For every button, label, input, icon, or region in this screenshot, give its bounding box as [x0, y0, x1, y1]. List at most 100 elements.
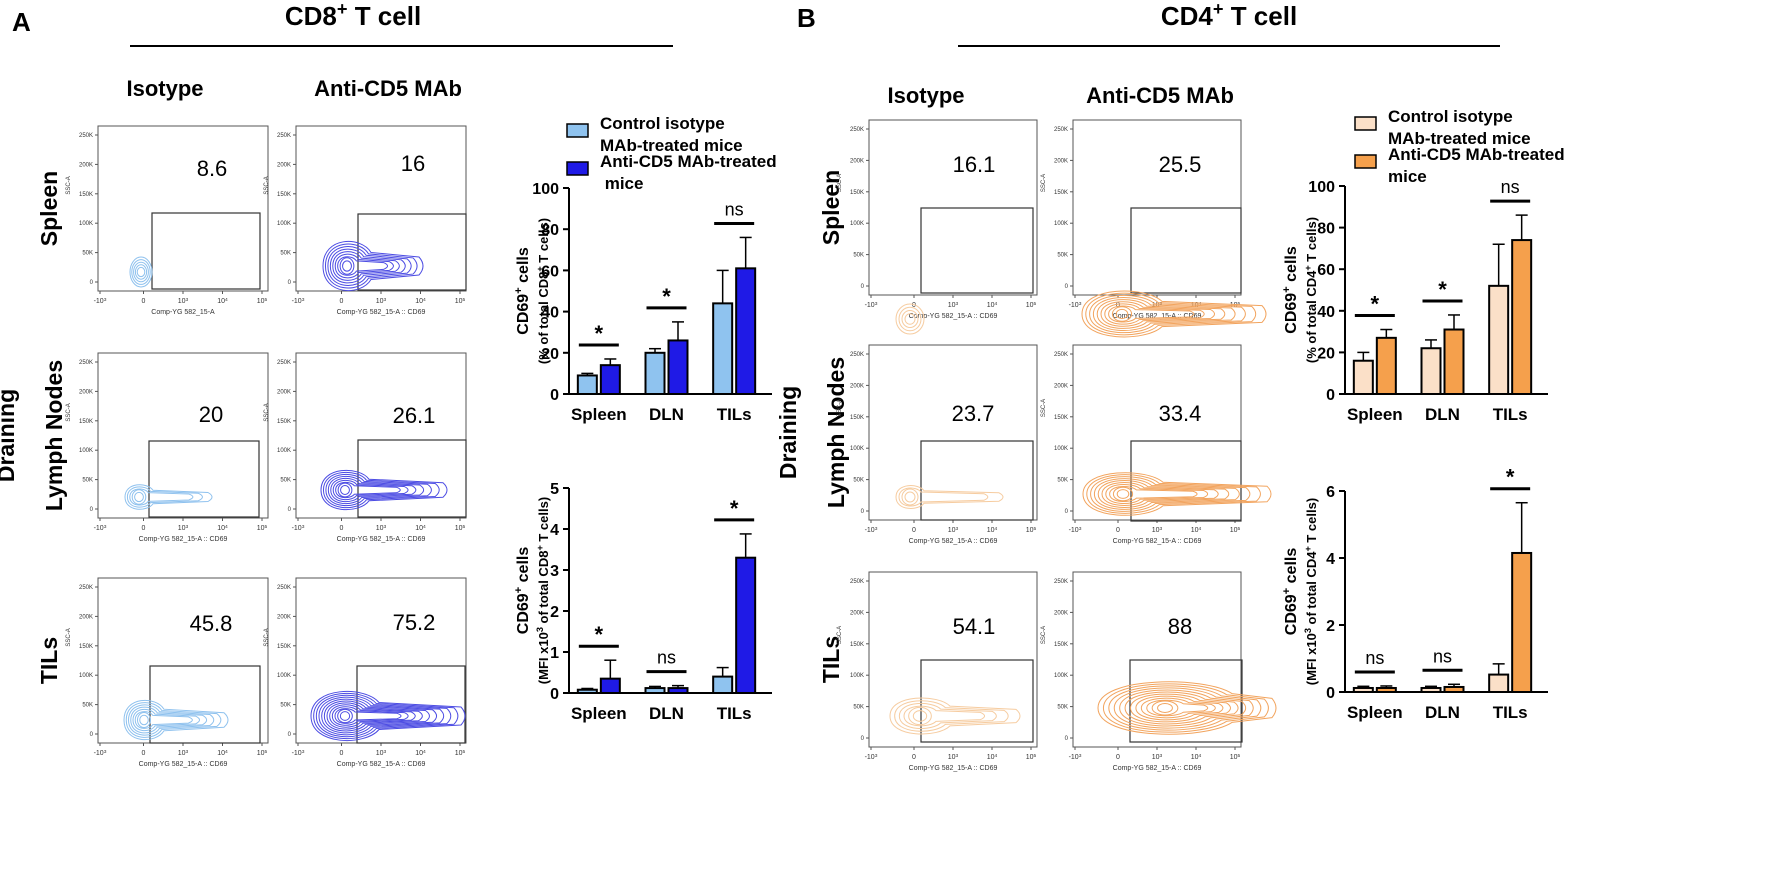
- contour-line: [1124, 691, 1239, 725]
- contour-line: [1129, 693, 1231, 723]
- x-tick-label: -103: [94, 297, 107, 306]
- contour-line: [1104, 303, 1205, 325]
- row-label-line: Spleen: [818, 170, 844, 245]
- bar: [712, 302, 734, 395]
- x-tick-label: 105: [455, 749, 466, 758]
- x-tick-label: Spleen: [571, 704, 627, 723]
- y-tick-label: 200K: [79, 614, 93, 620]
- y-tick-label: 50K: [280, 478, 291, 484]
- x-tick-label: 103: [376, 524, 387, 533]
- x-tick-label: 103: [948, 526, 959, 535]
- contour-line: [1119, 689, 1247, 727]
- gate-rectangle: [920, 440, 1034, 521]
- x-tick-label: 105: [455, 297, 466, 306]
- contour-line: [318, 696, 445, 736]
- y-tick-label: 100K: [277, 673, 291, 679]
- gate-rectangle: [151, 212, 261, 290]
- row-label-line: Spleen: [36, 171, 62, 246]
- x-axis-label: Comp-YG 582_15-A: [151, 309, 215, 316]
- x-tick-label: 0: [912, 302, 916, 309]
- x-tick-label: 0: [340, 750, 344, 757]
- y-tick-label: 0: [550, 686, 559, 703]
- gate-percentage: 16: [401, 151, 425, 176]
- y-tick-label: 60: [1317, 262, 1335, 279]
- x-tick-label: -103: [865, 526, 878, 535]
- contour-line: [327, 475, 425, 505]
- x-tick-label: 0: [340, 298, 344, 305]
- contour-line: [1102, 683, 1269, 733]
- y-tick-label: 0: [288, 732, 292, 738]
- y-tick-label: 250K: [277, 133, 291, 139]
- y-tick-label: 0: [550, 387, 559, 404]
- gate-rectangle: [357, 213, 467, 291]
- x-tick-label: 103: [376, 297, 387, 306]
- y-tick-label: 4: [1326, 551, 1335, 568]
- contour-line: [323, 700, 430, 732]
- y-tick-label: 250K: [79, 133, 93, 139]
- y-axis-label: SSC-A: [837, 399, 843, 417]
- x-tick-label: 105: [455, 524, 466, 533]
- significance-mark: ns: [1365, 648, 1384, 668]
- x-tick-label: 103: [1152, 753, 1163, 762]
- flow-plot: 250K 200K 150K 100K 50K 0 SSC-A -103 0 103 104 105 C…: [1041, 571, 1277, 772]
- y-tick-label: 100K: [1054, 446, 1068, 452]
- contour-line: [340, 485, 350, 495]
- y-tick-label: 250K: [850, 579, 864, 585]
- y-tick-label: 150K: [1054, 642, 1068, 648]
- x-tick-label: 104: [1191, 526, 1202, 535]
- flow-plot: 250K 200K 150K 100K 50K 0 SSC-A -103 0 103 104 105 C…: [837, 119, 1038, 335]
- x-tick-label: TILs: [1493, 405, 1528, 424]
- column-label: Isotype: [887, 83, 964, 108]
- contour-line: [339, 257, 355, 275]
- gate-percentage: 23.7: [952, 401, 995, 426]
- bar: [1443, 685, 1465, 693]
- contour-line: [904, 313, 916, 325]
- contour-line: [137, 712, 151, 728]
- contour-line: [889, 697, 1021, 735]
- x-tick-label: -103: [292, 297, 305, 306]
- contour-line: [1108, 305, 1195, 323]
- contour-line: [134, 491, 144, 503]
- x-tick-label: 0: [340, 525, 344, 532]
- x-tick-label: -103: [1069, 526, 1082, 535]
- contour-line: [1115, 308, 1129, 320]
- x-tick-label: 104: [987, 301, 998, 310]
- x-axis-label: Comp-YG 582_15-A :: CD69: [909, 538, 998, 545]
- x-tick-label: 104: [415, 524, 426, 533]
- y-tick-label: 50K: [853, 705, 864, 711]
- x-tick-label: 105: [1026, 753, 1037, 762]
- row-label-line: Lymph Nodes: [41, 360, 67, 511]
- y-tick-label: 100K: [850, 446, 864, 452]
- y-tick-label: 50K: [853, 478, 864, 484]
- contour-line: [131, 489, 147, 505]
- flow-plot: 250K 200K 150K 100K 50K 0 SSC-A -103 0 103 104 105 C…: [66, 352, 269, 543]
- contour-line: [129, 256, 153, 288]
- y-tick-label: 0: [1326, 387, 1335, 404]
- y-tick-label: 100K: [850, 221, 864, 227]
- y-axis-label-line: (% of total CD8+ T cells): [535, 218, 551, 364]
- contour-line: [129, 488, 194, 506]
- y-tick-label: 100K: [277, 221, 291, 227]
- y-axis-label: SSC-A: [66, 628, 72, 646]
- contour-line: [342, 260, 352, 272]
- y-tick-label: 250K: [1054, 127, 1068, 133]
- y-tick-label: 150K: [79, 192, 93, 198]
- contour-line: [904, 491, 916, 503]
- x-tick-label: DLN: [649, 405, 684, 424]
- contour-line: [329, 248, 406, 284]
- x-axis-label: Comp-YG 582_15-A :: CD69: [909, 765, 998, 772]
- contour-line: [1081, 290, 1267, 338]
- gate-percentage: 54.1: [953, 614, 996, 639]
- y-axis-label: SSC-A: [66, 403, 72, 421]
- flow-plot-frame: [97, 352, 269, 519]
- y-tick-label: 250K: [850, 352, 864, 358]
- contour-line: [1086, 474, 1261, 514]
- contour-line: [895, 485, 1004, 509]
- gate-percentage: 16.1: [953, 152, 996, 177]
- contour-line: [313, 692, 459, 740]
- bar: [1488, 673, 1510, 694]
- legend-label: Anti-CD5 MAb-treated mice: [600, 152, 777, 193]
- y-axis-label: SSC-A: [837, 626, 843, 644]
- x-tick-label: -103: [865, 301, 878, 310]
- flow-plot-frame: [868, 344, 1038, 521]
